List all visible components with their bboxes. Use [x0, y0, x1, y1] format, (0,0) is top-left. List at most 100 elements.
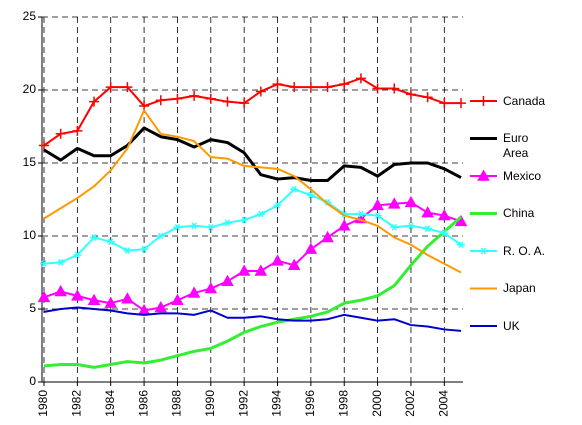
marker: [237, 264, 251, 276]
marker: [239, 98, 250, 109]
marker: [290, 185, 299, 193]
marker: [90, 234, 99, 241]
marker: [190, 222, 199, 230]
marker: [104, 296, 117, 308]
series-line: [43, 109, 462, 274]
marker: [339, 79, 350, 90]
marker: [479, 247, 488, 255]
marker: [321, 230, 334, 243]
marker: [305, 82, 316, 93]
marker: [240, 216, 249, 224]
marker: [140, 245, 149, 253]
marker: [173, 223, 182, 231]
marker: [255, 86, 266, 97]
marker: [72, 125, 83, 136]
legend-label: Euro Area: [503, 131, 529, 160]
marker: [273, 201, 282, 209]
marker: [289, 82, 300, 93]
marker: [155, 95, 166, 106]
x-tick-label: 1986: [136, 390, 150, 417]
marker: [477, 169, 490, 181]
y-tick-label: 5: [29, 301, 36, 315]
series-line: [43, 188, 462, 265]
marker: [371, 198, 384, 211]
marker: [423, 225, 432, 233]
marker: [372, 83, 383, 94]
marker: [223, 219, 232, 227]
series-line: [43, 306, 462, 332]
marker: [156, 232, 165, 240]
marker: [478, 96, 489, 106]
marker: [139, 101, 150, 112]
marker: [39, 140, 49, 151]
x-tick-label: 2000: [370, 390, 384, 417]
marker: [121, 292, 134, 304]
marker: [439, 98, 450, 109]
marker: [388, 197, 401, 209]
marker: [73, 251, 82, 259]
marker: [206, 223, 215, 231]
marker: [56, 258, 65, 266]
marker: [222, 96, 233, 107]
y-tick-label: 20: [23, 82, 37, 96]
y-tick-label: 10: [23, 228, 37, 242]
series-line: [43, 215, 462, 369]
marker: [40, 260, 48, 268]
series-line: [43, 126, 462, 183]
marker: [55, 128, 66, 139]
marker: [306, 191, 315, 199]
marker: [71, 289, 84, 301]
marker: [171, 293, 184, 305]
marker: [154, 300, 168, 313]
y-tick-label: 25: [23, 9, 37, 23]
plot-area: [42, 17, 463, 382]
marker: [122, 82, 133, 93]
x-tick-label: 1980: [36, 390, 50, 417]
marker: [189, 90, 200, 101]
marker: [254, 264, 268, 276]
legend-label: Canada: [503, 93, 546, 108]
y-tick-label: 15: [23, 155, 37, 169]
marker: [221, 274, 234, 287]
x-tick-label: 2004: [436, 390, 450, 417]
marker: [172, 93, 183, 104]
marker: [205, 93, 216, 104]
marker: [457, 241, 465, 249]
legend-label: R. O. A.: [503, 243, 546, 258]
marker: [337, 219, 351, 231]
x-tick-label: 1992: [236, 390, 250, 417]
marker: [123, 247, 132, 255]
marker: [440, 229, 449, 237]
x-tick-label: 2002: [403, 390, 417, 417]
marker: [405, 89, 416, 100]
legend-label: Japan: [503, 281, 536, 295]
marker: [271, 254, 284, 266]
legend-label: China: [503, 206, 535, 220]
marker: [421, 206, 434, 218]
legend-label: UK: [503, 318, 520, 333]
marker: [272, 79, 283, 90]
marker: [404, 195, 418, 208]
marker: [390, 223, 399, 231]
marker: [105, 82, 116, 93]
marker: [438, 209, 451, 221]
marker: [106, 238, 115, 246]
marker: [406, 222, 415, 230]
legend-label: Mexico: [503, 168, 542, 183]
marker: [322, 82, 333, 93]
marker: [187, 286, 201, 298]
marker: [287, 258, 301, 270]
marker: [89, 96, 100, 107]
marker: [355, 73, 366, 84]
marker: [356, 210, 365, 218]
marker: [87, 293, 101, 305]
marker: [422, 92, 433, 103]
x-tick-label: 1988: [170, 390, 184, 417]
marker: [256, 210, 265, 218]
marker: [373, 212, 382, 219]
x-tick-label: 1984: [103, 390, 117, 417]
x-tick-label: 1996: [303, 390, 317, 417]
marker: [54, 284, 67, 297]
